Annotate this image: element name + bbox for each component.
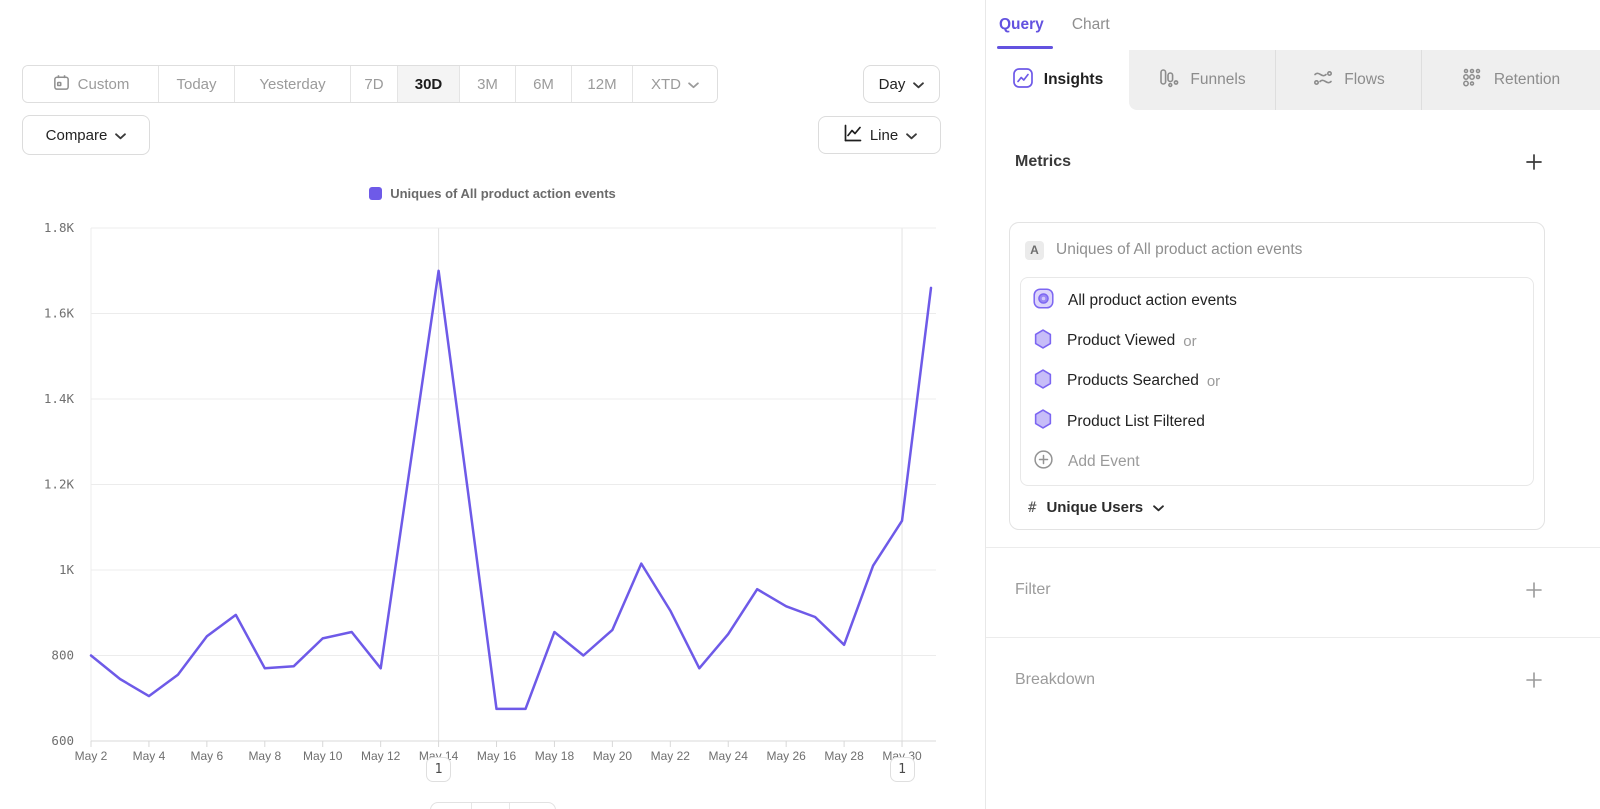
add-event-icon — [1033, 449, 1054, 475]
x-axis-label: May 24 — [709, 749, 749, 763]
flows-icon — [1312, 67, 1334, 94]
event-operator: or — [1183, 332, 1197, 350]
add-metric-button[interactable] — [1524, 152, 1544, 172]
event-row-all-product-action-events[interactable]: All product action events — [1021, 288, 1533, 314]
aggregation-dropdown[interactable]: # Unique Users — [1010, 486, 1544, 529]
chart-type-dropdown[interactable]: Line — [818, 116, 941, 154]
retention-icon — [1462, 67, 1484, 94]
chevron-down-icon — [913, 76, 925, 93]
line-chart-icon — [842, 123, 862, 147]
x-axis-label: May 10 — [303, 749, 343, 763]
event-row-product-viewed[interactable]: Product Viewed or — [1021, 329, 1533, 354]
tab-query[interactable]: Query — [999, 16, 1044, 33]
annotation-badge[interactable]: 1 — [889, 757, 915, 782]
granularity-dropdown[interactable]: Day — [863, 65, 940, 103]
date-range-30d[interactable]: 30D — [398, 66, 460, 102]
event-row-products-searched[interactable]: Products Searched or — [1021, 369, 1533, 394]
insights-icon — [1012, 67, 1034, 94]
x-axis-label: May 8 — [248, 749, 281, 763]
chart-line-series-a[interactable] — [89, 269, 933, 711]
add-event-button[interactable]: Add Event — [1021, 449, 1533, 475]
chevron-down-icon — [688, 76, 699, 93]
event-group-icon — [1033, 288, 1054, 314]
date-range-custom[interactable]: Custom — [23, 66, 159, 102]
y-axis-label: 1.6K — [44, 306, 75, 321]
panel-top-tabs: Query Chart — [986, 0, 1600, 50]
metrics-title: Metrics — [1015, 153, 1072, 170]
date-range-yesterday[interactable]: Yesterday — [235, 66, 351, 102]
event-hexagon-icon — [1033, 329, 1053, 354]
x-axis-label: May 4 — [133, 749, 166, 763]
event-operator: or — [1206, 372, 1221, 390]
chart-legend: Uniques of All product action events — [0, 186, 985, 201]
calendar-icon — [52, 73, 71, 96]
date-range-label: Custom — [77, 75, 130, 93]
funnels-icon — [1158, 67, 1180, 94]
y-axis-label: 1.2K — [44, 477, 75, 492]
filter-section: Filter — [1015, 576, 1544, 604]
metric-letter-badge: A — [1025, 240, 1044, 260]
event-hexagon-icon — [1033, 409, 1053, 434]
legend-swatch — [369, 187, 383, 200]
filter-title: Filter — [1015, 581, 1051, 598]
x-axis-label: May 16 — [477, 749, 517, 763]
active-tab-underline — [997, 46, 1053, 49]
y-axis-label: 600 — [51, 733, 74, 748]
add-filter-button[interactable] — [1524, 580, 1544, 600]
y-axis-label: 800 — [51, 648, 74, 663]
event-row-product-list-filtered[interactable]: Product List Filtered — [1021, 409, 1533, 434]
legend-label: Uniques of All product action events — [390, 186, 616, 201]
chevron-down-icon — [1153, 499, 1164, 517]
metric-group-title: Uniques of All product action events — [1056, 241, 1303, 258]
annotation-badge[interactable]: 1 — [426, 757, 452, 782]
date-range-7d[interactable]: 7D — [351, 66, 398, 102]
date-range-selector: Custom Today Yesterday 7D 30D 3M 6M 12M … — [22, 65, 718, 103]
x-axis-label: May 6 — [191, 749, 224, 763]
compare-dropdown[interactable]: Compare — [22, 115, 150, 155]
breakdown-title: Breakdown — [1015, 671, 1096, 688]
y-axis-label: 1K — [59, 562, 75, 577]
chevron-down-icon — [115, 127, 127, 144]
date-range-3m[interactable]: 3M — [460, 66, 516, 102]
x-axis-label: May 28 — [824, 749, 864, 763]
add-breakdown-button[interactable] — [1524, 670, 1544, 690]
date-range-12m[interactable]: 12M — [572, 66, 633, 102]
date-range-today[interactable]: Today — [159, 66, 235, 102]
count-icon: # — [1028, 499, 1037, 516]
annotation-cluster-partial[interactable] — [430, 802, 556, 809]
metric-card: A Uniques of All product action events A… — [1009, 222, 1545, 530]
chart-panel: Custom Today Yesterday 7D 30D 3M 6M 12M … — [0, 0, 985, 809]
event-hexagon-icon — [1033, 369, 1053, 394]
y-axis-label: 1.8K — [44, 220, 75, 235]
event-group: All product action events Product Viewed… — [1020, 277, 1534, 486]
x-axis-label: May 18 — [535, 749, 575, 763]
x-axis-label: May 22 — [651, 749, 691, 763]
date-range-6m[interactable]: 6M — [516, 66, 572, 102]
query-builder-panel: Query Chart Insights — [985, 0, 1600, 809]
x-axis-label: May 12 — [361, 749, 401, 763]
tab-retention[interactable]: Retention — [1421, 50, 1600, 110]
x-axis-label: May 20 — [593, 749, 633, 763]
metric-card-header[interactable]: A Uniques of All product action events — [1010, 223, 1544, 277]
section-divider — [986, 637, 1600, 638]
y-axis-label: 1.4K — [44, 391, 75, 406]
date-range-xtd[interactable]: XTD — [633, 66, 717, 102]
tab-flows[interactable]: Flows — [1275, 50, 1421, 110]
breakdown-section: Breakdown — [1015, 666, 1544, 694]
chevron-down-icon — [906, 127, 918, 144]
x-axis-label: May 2 — [75, 749, 108, 763]
metrics-section-header: Metrics — [1015, 152, 1544, 172]
tab-funnels[interactable]: Funnels — [1129, 50, 1275, 110]
section-divider — [986, 547, 1600, 548]
report-type-tabs: Insights Funnels — [986, 50, 1600, 110]
line-chart[interactable]: 600 800 1K 1.2K 1.4K 1.6K 1.8K May 2 May 4 May 6 M… — [0, 0, 985, 809]
x-axis-label: May 26 — [766, 749, 806, 763]
tab-insights[interactable]: Insights — [986, 50, 1129, 110]
tab-chart[interactable]: Chart — [1071, 16, 1110, 33]
